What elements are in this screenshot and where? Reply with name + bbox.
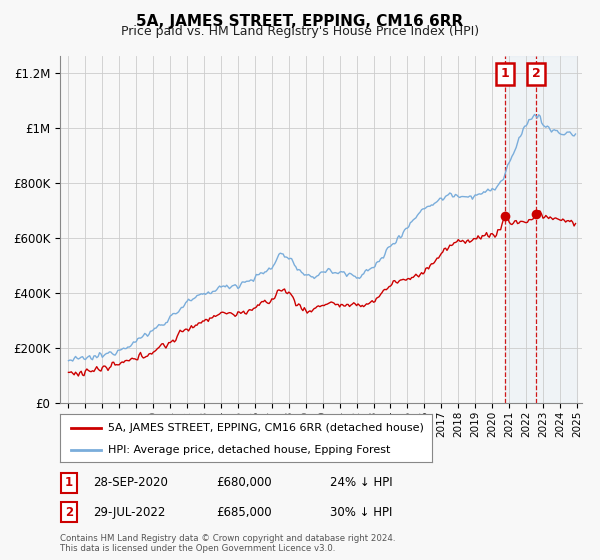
- Text: £685,000: £685,000: [216, 506, 272, 519]
- Text: Contains HM Land Registry data © Crown copyright and database right 2024.
This d: Contains HM Land Registry data © Crown c…: [60, 534, 395, 553]
- Text: HPI: Average price, detached house, Epping Forest: HPI: Average price, detached house, Eppi…: [109, 445, 391, 455]
- Text: 2: 2: [532, 67, 540, 81]
- Text: 29-JUL-2022: 29-JUL-2022: [93, 506, 166, 519]
- Text: 28-SEP-2020: 28-SEP-2020: [93, 476, 168, 489]
- Text: 5A, JAMES STREET, EPPING, CM16 6RR: 5A, JAMES STREET, EPPING, CM16 6RR: [136, 14, 464, 29]
- Text: 30% ↓ HPI: 30% ↓ HPI: [330, 506, 392, 519]
- Text: Price paid vs. HM Land Registry's House Price Index (HPI): Price paid vs. HM Land Registry's House …: [121, 25, 479, 38]
- Text: 1: 1: [65, 476, 73, 489]
- Text: £680,000: £680,000: [216, 476, 272, 489]
- Text: 5A, JAMES STREET, EPPING, CM16 6RR (detached house): 5A, JAMES STREET, EPPING, CM16 6RR (deta…: [109, 423, 424, 433]
- Text: 1: 1: [500, 67, 509, 81]
- Text: 2: 2: [65, 506, 73, 519]
- Text: 24% ↓ HPI: 24% ↓ HPI: [330, 476, 392, 489]
- Bar: [505, 56, 577, 403]
